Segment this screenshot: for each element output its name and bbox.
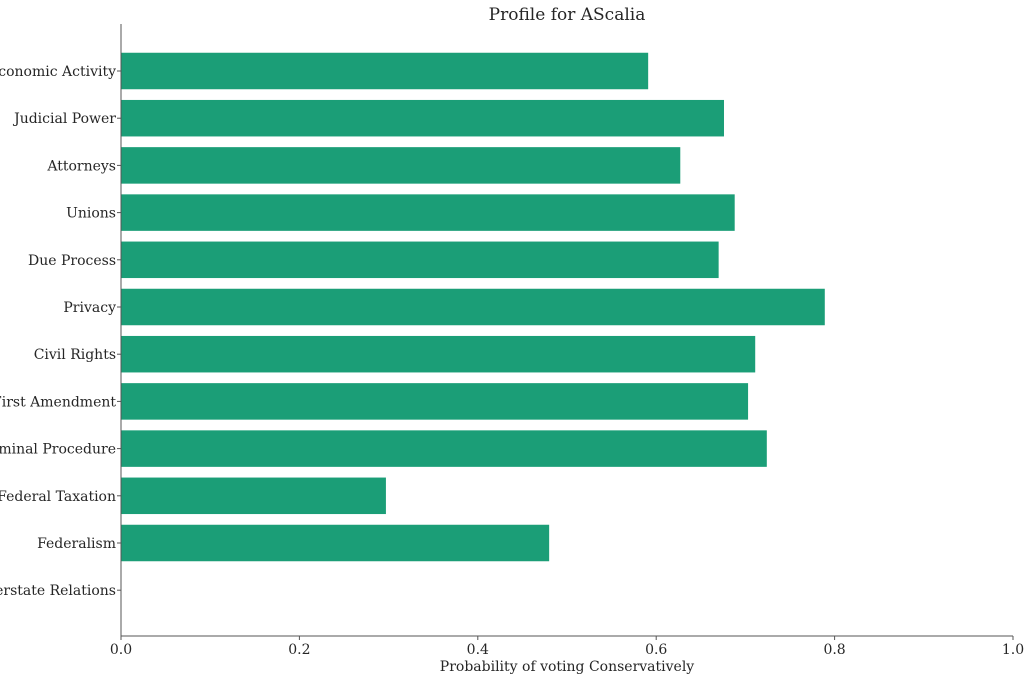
- y-tick-label: Federal Taxation: [0, 489, 116, 505]
- y-tick-label: Due Process: [28, 253, 116, 269]
- bar: [121, 383, 749, 420]
- y-tick-label: First Amendment: [0, 394, 116, 410]
- x-tick-label: 0.2: [288, 642, 310, 658]
- y-tick-label: Attorneys: [46, 158, 116, 174]
- y-tick-label: Unions: [66, 206, 116, 222]
- x-axis: 0.0 0.2 0.4 0.6 0.8 1.0: [110, 635, 1024, 658]
- bar: [121, 147, 681, 184]
- bars-group: [121, 52, 825, 562]
- x-axis-label: Probability of voting Conservatively: [440, 659, 695, 675]
- y-tick-label: Privacy: [63, 300, 116, 316]
- bar: [121, 524, 550, 562]
- bar: [121, 430, 767, 467]
- bar: [121, 99, 724, 137]
- bar: [121, 241, 719, 279]
- y-tick-label: Federalism: [37, 536, 116, 552]
- y-tick-label: Interstate Relations: [0, 583, 116, 599]
- y-tick-label: Judicial Power: [12, 111, 116, 127]
- bar: [121, 477, 386, 515]
- bar: [121, 288, 825, 326]
- bar: [121, 52, 649, 90]
- x-tick-label: 0.4: [467, 642, 489, 658]
- y-tick-label: Criminal Procedure: [0, 442, 116, 458]
- x-tick-label: 0.6: [645, 642, 667, 658]
- x-tick-label: 0.8: [823, 642, 845, 658]
- y-axis: Economic Activity Judicial Power Attorneys…: [0, 24, 122, 636]
- bar: [121, 335, 756, 373]
- x-tick-label: 0.0: [110, 642, 132, 658]
- x-tick-label: 1.0: [1002, 642, 1024, 658]
- y-tick-label: Civil Rights: [34, 347, 116, 363]
- chart-title: Profile for AScalia: [489, 5, 646, 25]
- y-tick-label: Economic Activity: [0, 64, 116, 80]
- bar: [121, 194, 735, 231]
